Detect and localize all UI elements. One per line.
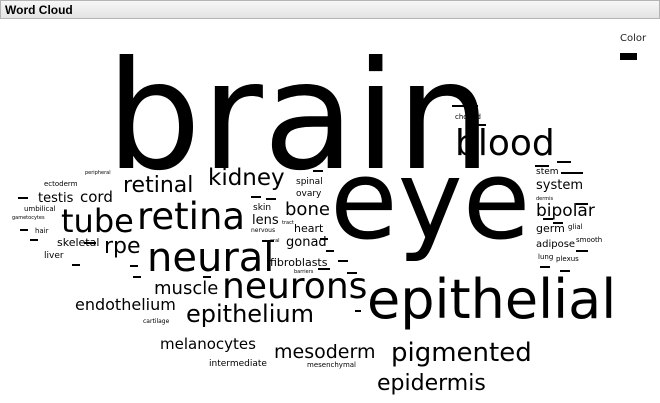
word-barriers: barriers [294, 269, 314, 275]
word-adipose: adipose [536, 239, 575, 250]
word-oral: oral [270, 238, 280, 244]
word-ovary: ovary [296, 189, 322, 199]
word-tube: tube [61, 202, 134, 240]
word-smooth: smooth [576, 236, 602, 244]
word-melanocytes: melanocytes [160, 335, 256, 353]
word-bone: bone [285, 199, 330, 220]
word-brain: brain [106, 30, 492, 204]
word-skeletal: skeletal [57, 236, 99, 249]
word-muscle: muscle [154, 278, 218, 299]
word-heart: heart [294, 222, 324, 235]
word-eye: eye [330, 136, 530, 264]
word-epithelial: epithelial [367, 268, 616, 331]
word-cloud-panel-header[interactable]: Word Cloud [0, 0, 660, 19]
word-fibroblasts: fibroblasts [270, 256, 328, 269]
word-liver: liver [44, 251, 64, 261]
word-choroid: choroid [455, 113, 481, 121]
word-glial: glial [568, 223, 583, 231]
word-cord: cord [80, 188, 113, 206]
tiny-word-marks [18, 105, 588, 312]
legend-color-swatch [620, 53, 637, 60]
word-pigmented: pigmented [391, 338, 532, 368]
word-neural: neural [147, 235, 274, 281]
legend-title: Color [620, 33, 647, 44]
word-bipolar: bipolar [536, 201, 595, 221]
word-cartilage: cartilage [143, 318, 170, 325]
word-rpe: rpe [104, 234, 141, 259]
word-testis: testis [38, 191, 74, 206]
word-spinal: spinal [296, 177, 323, 187]
word-nervous: nervous [251, 227, 275, 234]
word-retinal: retinal [123, 173, 193, 198]
word-ectoderm: ectoderm [44, 180, 78, 188]
panel-title: Word Cloud [5, 3, 73, 17]
word-gonad: gonad [286, 235, 327, 250]
word-retina: retina [137, 195, 245, 238]
word-skin: skin [253, 203, 271, 213]
word-endothelium: endothelium [75, 295, 176, 314]
word-gametocytes: gametocytes [12, 215, 45, 221]
word-epidermis: epidermis [377, 371, 486, 396]
word-umbilical: umbilical [24, 205, 56, 213]
word-tract: tract [282, 220, 294, 226]
word-system: system [536, 178, 583, 193]
word-epithelium: epithelium [186, 300, 314, 328]
word-blood: blood [455, 123, 555, 164]
word-lung: lung [538, 253, 553, 261]
word-intermediate: intermediate [209, 359, 267, 369]
word-peripheral: peripheral [85, 170, 111, 176]
word-kidney: kidney [208, 165, 285, 191]
word-neurons: neurons [222, 266, 367, 307]
word-germ: germ [536, 222, 565, 235]
word-plexus: plexus [556, 255, 579, 263]
word-mesoderm: mesoderm [274, 341, 375, 363]
word-lens: lens [252, 213, 279, 228]
word-stem: stem [536, 167, 559, 177]
word-hair: hair [35, 227, 49, 235]
word-dermis: dermis [536, 196, 553, 202]
word-mesenchymal: mesenchymal [307, 361, 356, 369]
